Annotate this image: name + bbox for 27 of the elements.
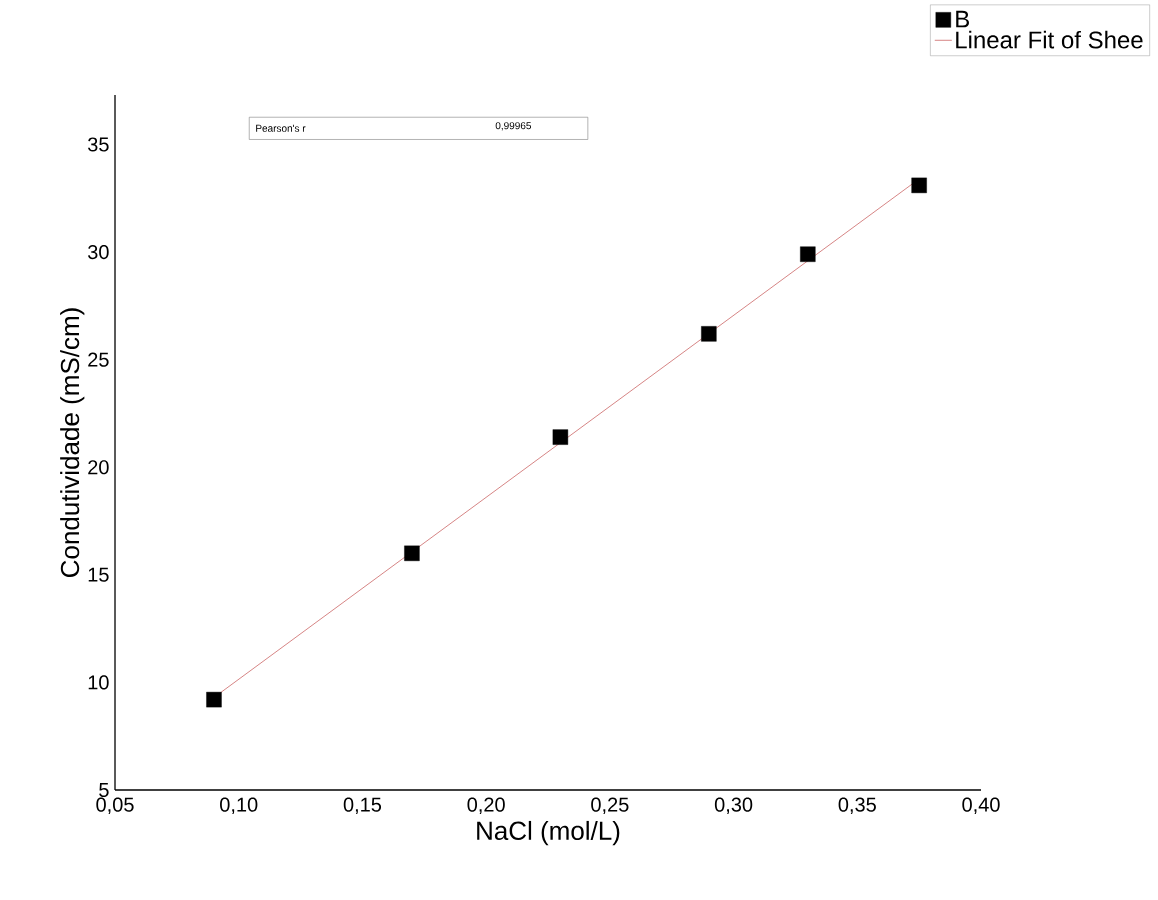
y-tick-label: 5 xyxy=(99,783,109,797)
point xyxy=(911,177,927,194)
point xyxy=(701,326,717,342)
point xyxy=(552,429,569,445)
x-tick-label: 0,15 xyxy=(343,797,382,815)
x-tick-label: 0,20 xyxy=(467,797,505,815)
y-tick-label: 25 xyxy=(88,352,109,367)
legend-label: B xyxy=(956,10,969,28)
y-tick-label: 10 xyxy=(88,675,109,690)
x-tick-label: 0,05 xyxy=(96,797,134,815)
x-tick-label: 0,30 xyxy=(714,797,753,815)
annotation: 0,99965 xyxy=(495,122,532,131)
point xyxy=(404,545,420,562)
annotation: Pearson's r xyxy=(256,124,306,132)
legend-label: Linear Fit of Shee xyxy=(956,30,1143,49)
point xyxy=(206,691,222,708)
x-tick-label: 0,25 xyxy=(591,797,629,815)
y-tick-label: 15 xyxy=(88,567,109,582)
y-tick-label: 30 xyxy=(87,244,109,260)
x-tick-label: 0,35 xyxy=(838,797,876,815)
x-tick-label: 0,40 xyxy=(962,797,1000,815)
x-tick-label: 0,10 xyxy=(220,797,258,815)
y-tick-label: 20 xyxy=(88,460,109,475)
y-tick-label: 35 xyxy=(87,137,109,152)
y-axis-title: Condutividade (mS/cm) xyxy=(60,308,85,578)
point xyxy=(800,246,816,262)
x-axis-title: NaCl (mol/L) xyxy=(477,820,620,846)
